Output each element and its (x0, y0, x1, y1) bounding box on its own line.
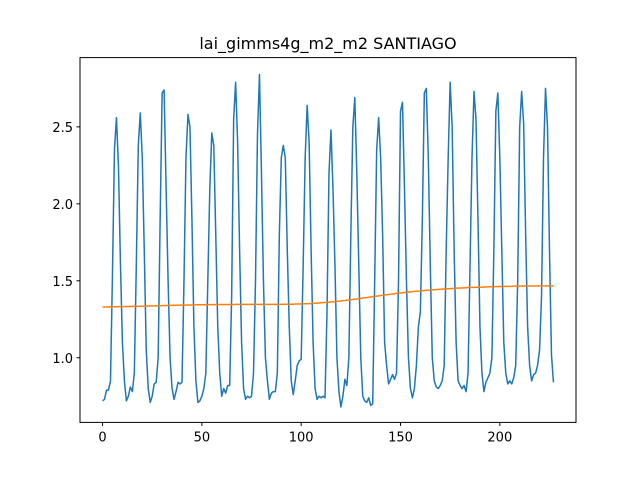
x-tick-label: 200 (487, 430, 512, 445)
x-tick-label: 100 (289, 430, 314, 445)
data-line (102, 73, 555, 408)
x-tick-label: 0 (98, 430, 106, 445)
y-tick-label: 1.0 (52, 352, 73, 367)
y-tick-label: 1.5 (52, 275, 73, 290)
data-line (102, 285, 554, 308)
x-tick-label: 50 (194, 430, 211, 445)
x-tick-label: 150 (388, 430, 413, 445)
y-tick-label: 2.5 (52, 121, 73, 136)
y-tick-label: 2.0 (52, 198, 73, 213)
plot-frame (79, 57, 577, 423)
chart-title: lai_gimms4g_m2_m2 SANTIAGO (199, 34, 456, 54)
